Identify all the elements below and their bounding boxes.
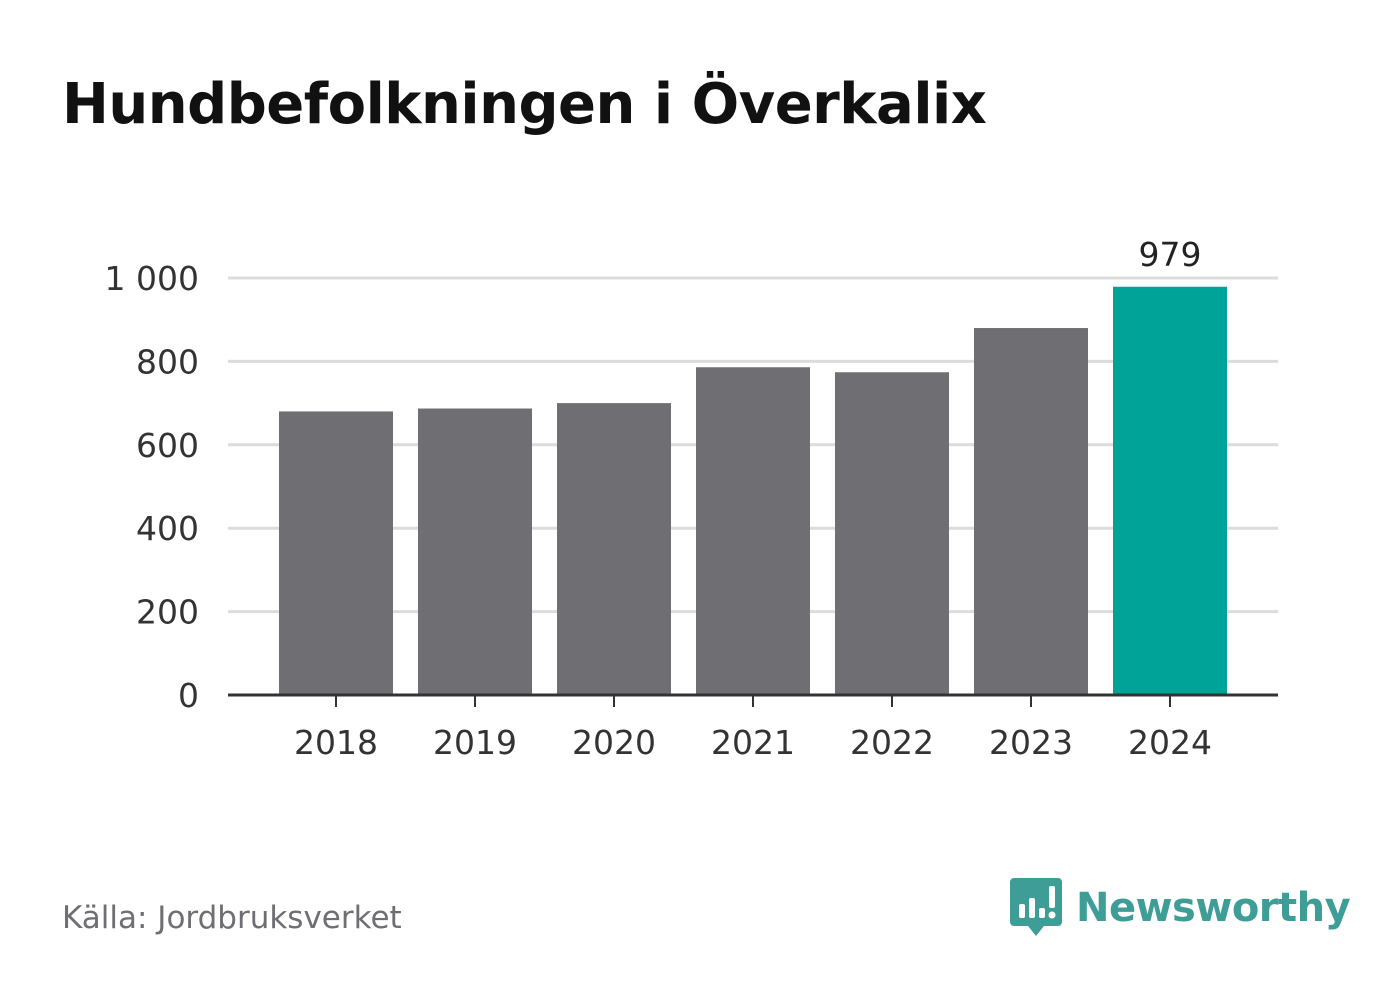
data-label: 979 <box>1139 235 1202 274</box>
bar-2024 <box>1113 286 1227 695</box>
x-tick-label: 2019 <box>433 723 517 762</box>
y-tick-label: 1 000 <box>105 259 199 298</box>
y-tick-label: 0 <box>178 676 199 715</box>
y-tick-label: 600 <box>136 426 199 465</box>
bar-2022 <box>835 372 949 695</box>
x-tick-label: 2021 <box>711 723 795 762</box>
bar-2018 <box>279 411 393 695</box>
source-note: Källa: Jordbruksverket <box>62 900 402 936</box>
bars <box>279 286 1227 695</box>
chart-title: Hundbefolkningen i Överkalix <box>62 72 987 137</box>
x-tick-label: 2018 <box>294 723 378 762</box>
x-tick-label: 2023 <box>989 723 1073 762</box>
bar-chart-speech-bubble-icon <box>1010 878 1062 936</box>
bar-2021 <box>696 367 810 695</box>
brand-logo: Newsworthy <box>1010 878 1351 938</box>
y-tick-label: 200 <box>136 593 199 632</box>
labels: 0 200 400 600 800 1 000 2018 2019 2020 2021 2022 20… <box>105 235 1212 762</box>
bar-2020 <box>557 403 671 695</box>
bar-2023 <box>974 328 1088 695</box>
x-tick-label: 2020 <box>572 723 656 762</box>
y-tick-label: 400 <box>136 509 199 548</box>
x-tick-label: 2022 <box>850 723 934 762</box>
x-tick-label: 2024 <box>1128 723 1212 762</box>
bar-2019 <box>418 408 532 695</box>
axes <box>228 693 1278 707</box>
y-tick-label: 800 <box>136 342 199 381</box>
brand-name: Newsworthy <box>1076 885 1351 931</box>
